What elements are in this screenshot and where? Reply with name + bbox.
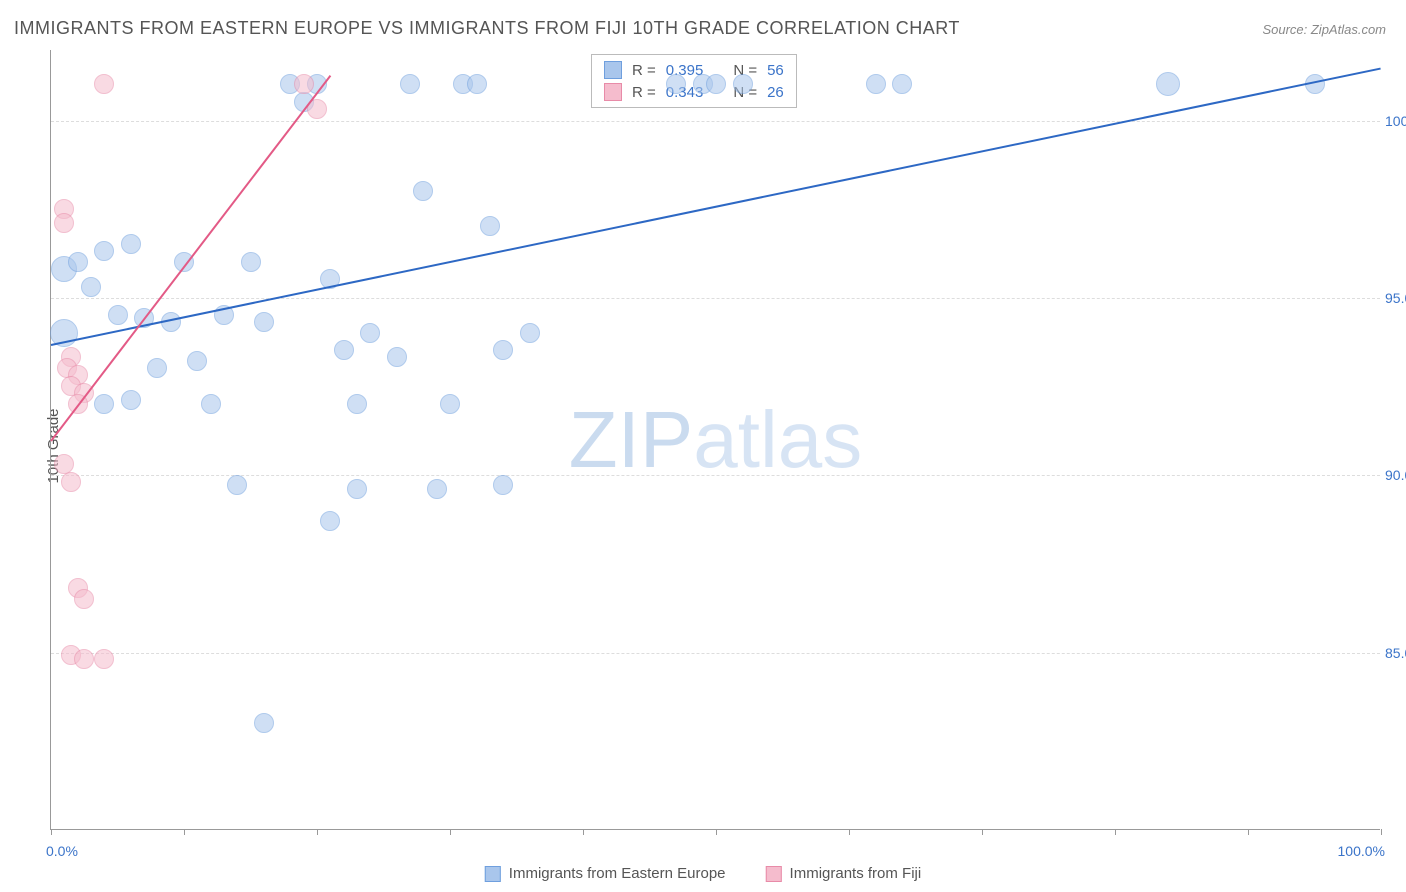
legend-item-1: Immigrants from Fiji xyxy=(766,865,922,882)
scatter-point xyxy=(347,479,367,499)
scatter-point xyxy=(467,74,487,94)
series-legend: Immigrants from Eastern Europe Immigrant… xyxy=(485,865,921,882)
x-tick xyxy=(1115,829,1116,835)
scatter-point xyxy=(427,479,447,499)
gridline-h xyxy=(51,475,1380,476)
scatter-point xyxy=(61,472,81,492)
scatter-point xyxy=(121,234,141,254)
legend-label-1: Immigrants from Fiji xyxy=(790,865,922,882)
scatter-point xyxy=(294,74,314,94)
scatter-point xyxy=(400,74,420,94)
legend-r-label-0: R = xyxy=(632,62,656,79)
scatter-point xyxy=(147,358,167,378)
y-tick-label: 95.0% xyxy=(1385,290,1406,306)
y-tick-label: 100.0% xyxy=(1385,113,1406,129)
scatter-point xyxy=(201,394,221,414)
scatter-point xyxy=(360,323,380,343)
scatter-point xyxy=(94,241,114,261)
watermark-bold: ZIP xyxy=(569,395,693,484)
scatter-point xyxy=(1156,72,1180,96)
x-tick xyxy=(51,829,52,835)
x-tick xyxy=(583,829,584,835)
scatter-point xyxy=(54,213,74,233)
scatter-point xyxy=(74,589,94,609)
gridline-h xyxy=(51,653,1380,654)
scatter-point xyxy=(520,323,540,343)
legend-swatch-0 xyxy=(485,866,501,882)
legend-n-value-1: 26 xyxy=(767,84,784,101)
scatter-point xyxy=(254,312,274,332)
x-tick xyxy=(1381,829,1382,835)
legend-label-0: Immigrants from Eastern Europe xyxy=(509,865,726,882)
trend-line-series-0 xyxy=(51,68,1381,347)
x-tick xyxy=(716,829,717,835)
chart-title: IMMIGRANTS FROM EASTERN EUROPE VS IMMIGR… xyxy=(14,18,960,39)
gridline-h xyxy=(51,298,1380,299)
scatter-point xyxy=(320,511,340,531)
trend-line-series-1 xyxy=(50,75,331,441)
y-tick-label: 90.0% xyxy=(1385,467,1406,483)
scatter-point xyxy=(706,74,726,94)
scatter-point xyxy=(440,394,460,414)
legend-r-label-1: R = xyxy=(632,84,656,101)
scatter-point xyxy=(241,252,261,272)
scatter-point xyxy=(94,74,114,94)
source-attribution: Source: ZipAtlas.com xyxy=(1262,22,1386,37)
x-tick xyxy=(184,829,185,835)
scatter-point xyxy=(892,74,912,94)
legend-swatch-series-1 xyxy=(604,83,622,101)
x-axis-max-label: 100.0% xyxy=(1338,843,1385,859)
scatter-point xyxy=(733,74,753,94)
y-tick-label: 85.0% xyxy=(1385,645,1406,661)
x-tick xyxy=(317,829,318,835)
scatter-point xyxy=(121,390,141,410)
plot-area: ZIPatlas R = 0.395 N = 56 R = 0.343 N = … xyxy=(50,50,1380,830)
scatter-point xyxy=(387,347,407,367)
scatter-point xyxy=(108,305,128,325)
scatter-point xyxy=(334,340,354,360)
scatter-point xyxy=(413,181,433,201)
x-axis-min-label: 0.0% xyxy=(46,843,78,859)
legend-swatch-1 xyxy=(766,866,782,882)
scatter-point xyxy=(866,74,886,94)
scatter-point xyxy=(74,649,94,669)
scatter-point xyxy=(94,649,114,669)
legend-swatch-series-0 xyxy=(604,61,622,79)
x-tick xyxy=(849,829,850,835)
watermark-light: atlas xyxy=(693,395,862,484)
x-tick xyxy=(1248,829,1249,835)
scatter-point xyxy=(666,74,686,94)
x-tick xyxy=(450,829,451,835)
legend-item-0: Immigrants from Eastern Europe xyxy=(485,865,726,882)
watermark: ZIPatlas xyxy=(569,394,862,486)
legend-n-value-0: 56 xyxy=(767,62,784,79)
scatter-point xyxy=(493,475,513,495)
scatter-point xyxy=(493,340,513,360)
scatter-point xyxy=(94,394,114,414)
scatter-point xyxy=(254,713,274,733)
scatter-point xyxy=(187,351,207,371)
x-tick xyxy=(982,829,983,835)
scatter-point xyxy=(347,394,367,414)
scatter-point xyxy=(227,475,247,495)
gridline-h xyxy=(51,121,1380,122)
scatter-point xyxy=(68,252,88,272)
scatter-point xyxy=(480,216,500,236)
scatter-point xyxy=(81,277,101,297)
